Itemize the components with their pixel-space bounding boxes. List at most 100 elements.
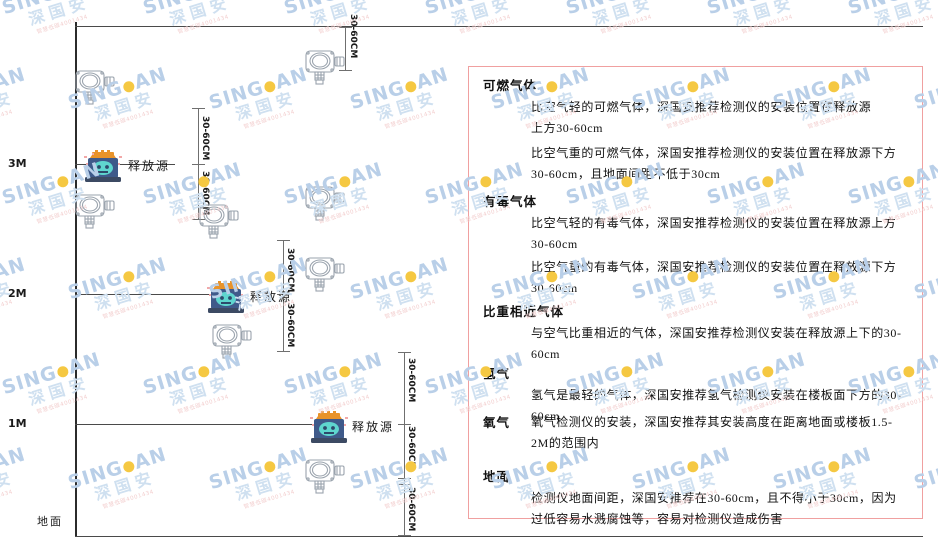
section-heading-flammable: 可燃气体 (483, 79, 538, 93)
section-text-toxic-light: 比空气轻的有毒气体，深国安推荐检测仪的安装位置在释放源上方30-60cm (531, 216, 897, 251)
watermark-tagline: 智慧低碳4001434 (459, 14, 512, 36)
section-text-oxygen: 氧气检测仪的安装，深国安推荐其安装高度在距离地面或楼板1.5-2M的范围内 (531, 415, 893, 450)
level-line-2m (75, 294, 210, 295)
vertical-axis (75, 22, 77, 537)
watermark-tagline: 智慧低碳4001434 (36, 394, 89, 416)
dimension-tick (398, 478, 411, 479)
watermark-dot-icon (263, 459, 277, 474)
dimension-tick (277, 240, 290, 241)
dimension-tick (192, 164, 205, 165)
recommendation-panel: 可燃气体 比空气轻的可燃气体，深国安推荐检测仪的安装位置在释放源上方30-60c… (468, 66, 923, 526)
section-heading-similar-density: 比重相近气体 (483, 305, 565, 319)
dimension-label: 30-60CM (406, 426, 416, 471)
section-text-flammable-light: 比空气轻的可燃气体，深国安推荐检测仪的安装位置在释放源上方30-60cm (531, 100, 872, 135)
watermark-tagline: 智慧低碳4001434 (384, 109, 437, 131)
watermark-dot-icon (56, 364, 70, 379)
gas-detector-icon (68, 66, 124, 121)
release-source-icon-3m (84, 150, 122, 189)
section-heading-toxic: 有毒气体 (483, 195, 538, 209)
dimension-tick (192, 219, 205, 220)
level-line-3m (75, 164, 175, 165)
section-text-toxic-heavy: 比空气重的有毒气体，深国安推荐检测仪的安装位置在释放源下方30-60cm (531, 260, 897, 295)
watermark-tagline: 智慧低碳4001434 (600, 14, 653, 36)
watermark-tagline: 智慧低碳4001434 (102, 299, 155, 321)
section-heading-hydrogen: 氢气 (483, 367, 511, 381)
watermark-dot-icon (404, 79, 418, 94)
watermark-brand-cn: 深国安 (374, 277, 441, 314)
section-text-hydrogen: 氢气是最轻的气体，深国安推荐氢气检测仪安装在楼板面下方的30-60cm (531, 388, 902, 423)
axis-label-1m: 1M (8, 417, 27, 430)
watermark-brand-cn: 深国安 (92, 467, 159, 504)
watermark-dot-icon (338, 364, 352, 379)
gas-detector-icon (192, 200, 248, 255)
level-line-1m (75, 424, 313, 425)
watermark-tagline: 智慧低碳4001434 (741, 14, 794, 36)
watermark-tagline: 智慧低碳4001434 (177, 394, 230, 416)
watermark-brand-cn: 深国安 (92, 277, 159, 314)
watermark-tagline: 智慧低碳4001434 (318, 14, 371, 36)
dimension-label: 30-60CM (406, 358, 416, 403)
section-text-flammable-heavy: 比空气重的可燃气体，深国安推荐检测仪的安装位置在释放源下方30-60cm，且地面… (531, 146, 897, 181)
dimension-tick (398, 484, 411, 485)
dimension-tick (277, 351, 290, 352)
watermark-dot-icon (56, 174, 70, 189)
watermark-dot-icon (122, 79, 136, 94)
release-source-label-2m: 释放源 (250, 290, 293, 304)
ceiling-line (75, 26, 923, 27)
gas-detector-icon (298, 46, 354, 101)
watermark-brand-cn: 深国安 (374, 467, 441, 504)
watermark-tagline: 智慧低碳4001434 (882, 14, 935, 36)
section-heading-ground: 地面 (483, 470, 511, 484)
gas-detector-icon (298, 182, 354, 237)
watermark-dot-icon (263, 79, 277, 94)
watermark-dot-icon (263, 269, 277, 284)
watermark-brand-cn: 深国安 (308, 0, 375, 29)
dimension-label: 30-60CM (200, 116, 210, 161)
watermark-brand-cn: 深国安 (308, 372, 375, 409)
release-source-icon-1m (310, 411, 348, 450)
release-source-icon-2m (207, 281, 245, 320)
dimension-line-c (283, 240, 284, 352)
release-source-label-1m: 释放源 (352, 420, 395, 434)
ground-line (75, 536, 923, 537)
watermark-brand-cn: 深国安 (449, 0, 516, 29)
dimension-tick (192, 108, 205, 109)
section-text-similar-density: 与空气比重相近的气体，深国安推荐检测仪安装在释放源上下的30-60cm (531, 326, 902, 361)
ground-label: 地面 (37, 516, 63, 528)
gas-detector-icon (68, 190, 124, 245)
dimension-tick (398, 535, 411, 536)
section-heading-oxygen: 氧气 (483, 416, 511, 430)
watermark-dot-icon (122, 459, 136, 474)
dimension-label: 30-60CM (285, 303, 295, 348)
watermark-brand-cn: 深国安 (167, 0, 234, 29)
watermark-tagline: 智慧低碳4001434 (102, 489, 155, 511)
watermark-brand-cn: 深国安 (731, 0, 798, 29)
dimension-tick (277, 294, 290, 295)
dimension-tick (339, 27, 352, 28)
watermark-tagline: 智慧低碳4001434 (36, 14, 89, 36)
watermark-tagline: 智慧低碳4001434 (0, 109, 14, 131)
gas-detector-icon (298, 253, 354, 308)
